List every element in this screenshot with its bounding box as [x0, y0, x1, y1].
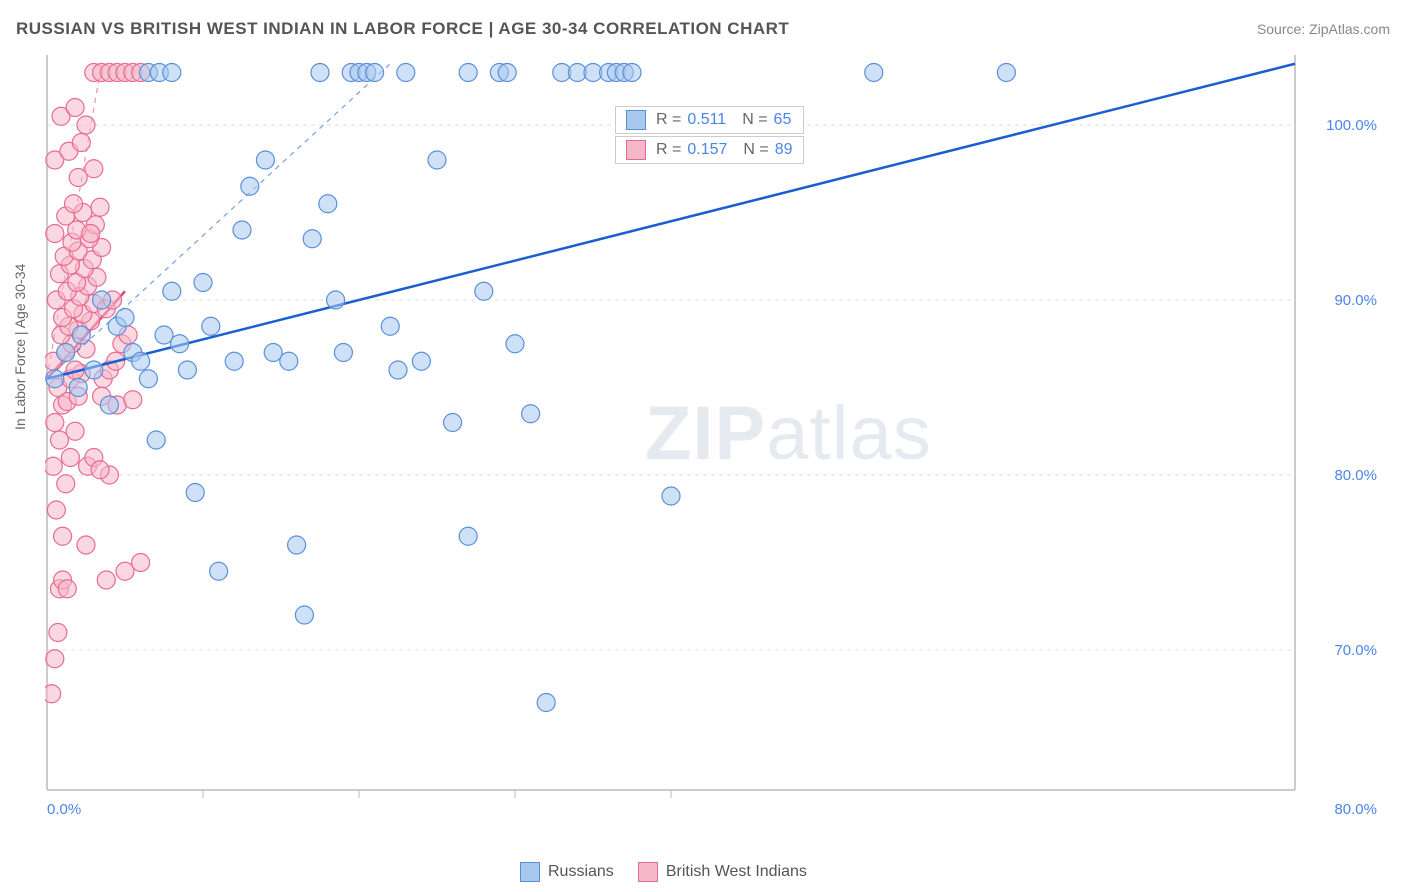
swatch-russians	[626, 110, 646, 130]
legend-n-value: 65	[774, 111, 792, 129]
legend-r-value: 0.511	[687, 111, 726, 129]
legend-n-label: N =	[742, 111, 767, 129]
svg-text:90.0%: 90.0%	[1334, 292, 1377, 309]
chart-title: RUSSIAN VS BRITISH WEST INDIAN IN LABOR …	[16, 19, 789, 39]
series-legend: Russians British West Indians	[520, 862, 807, 882]
swatch-bwi	[626, 140, 646, 160]
legend-label-russians: Russians	[548, 863, 614, 881]
svg-text:80.0%: 80.0%	[1334, 467, 1377, 484]
y-axis-label: In Labor Force | Age 30-34	[12, 264, 28, 430]
correlation-legend: R = 0.511 N = 65 R = 0.157 N = 89	[615, 106, 804, 166]
plot-area: 70.0%80.0%90.0%100.0%0.0%80.0% ZIPatlas …	[45, 50, 1385, 820]
legend-r-value: 0.157	[687, 141, 727, 159]
legend-n-value: 89	[775, 141, 793, 159]
legend-item-bwi: British West Indians	[638, 862, 807, 882]
swatch-bwi-icon	[638, 862, 658, 882]
legend-n-label: N =	[743, 141, 768, 159]
swatch-russians-icon	[520, 862, 540, 882]
legend-label-bwi: British West Indians	[666, 863, 807, 881]
legend-r-label: R =	[656, 111, 681, 129]
legend-item-russians: Russians	[520, 862, 614, 882]
source-label: Source: ZipAtlas.com	[1257, 21, 1390, 37]
legend-row-bwi: R = 0.157 N = 89	[615, 136, 804, 164]
svg-text:100.0%: 100.0%	[1326, 117, 1377, 134]
legend-r-label: R =	[656, 141, 681, 159]
svg-text:70.0%: 70.0%	[1334, 642, 1377, 659]
svg-text:0.0%: 0.0%	[47, 801, 81, 818]
legend-row-russians: R = 0.511 N = 65	[615, 106, 804, 134]
svg-text:80.0%: 80.0%	[1334, 801, 1377, 818]
